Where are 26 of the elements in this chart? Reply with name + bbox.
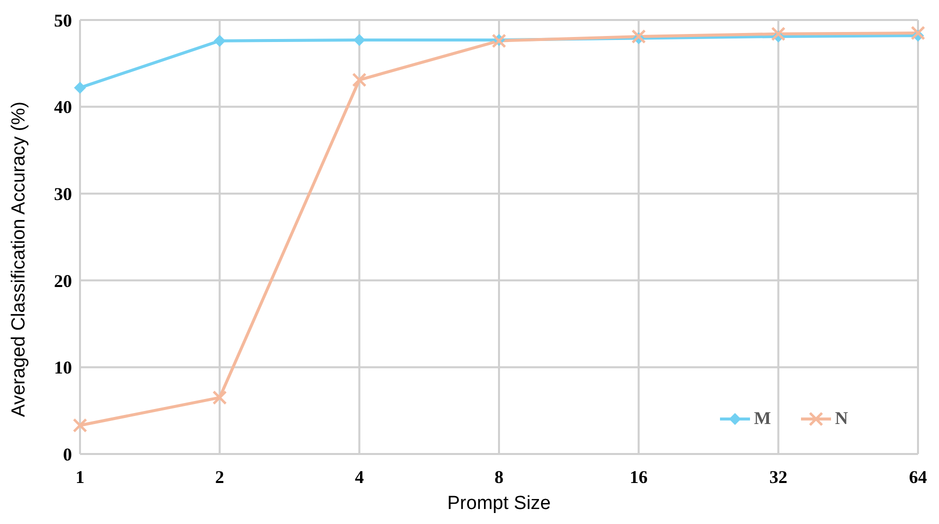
- legend-label: N: [835, 408, 848, 429]
- legend-label: M: [754, 408, 771, 429]
- x-tick-label: 16: [630, 466, 648, 487]
- point: [352, 72, 367, 88]
- x-tick-label: 2: [215, 466, 224, 487]
- x-tick-label: 1: [76, 466, 84, 487]
- point: [910, 26, 926, 40]
- x-axis-title: Prompt Size: [447, 493, 551, 514]
- point: [214, 34, 226, 47]
- point: [771, 26, 786, 42]
- y-tick-label: 40: [54, 97, 72, 118]
- x-tick-label: 4: [354, 466, 364, 487]
- y-tick-label: 20: [54, 270, 72, 291]
- point: [631, 29, 646, 44]
- point: [212, 390, 227, 405]
- y-tick-label: 50: [54, 10, 72, 30]
- point: [353, 34, 366, 46]
- y-tick-label: 30: [54, 184, 72, 204]
- point: [72, 418, 88, 433]
- x-tick-label: 8: [494, 466, 504, 487]
- x-tick-label: 64: [909, 466, 927, 487]
- point: [74, 82, 86, 94]
- x-tick-label: 32: [769, 466, 788, 487]
- y-tick-label: 10: [54, 358, 72, 378]
- y-axis-title: Averaged Classification Accuracy (%): [8, 102, 30, 417]
- y-tick-label: 0: [63, 444, 72, 464]
